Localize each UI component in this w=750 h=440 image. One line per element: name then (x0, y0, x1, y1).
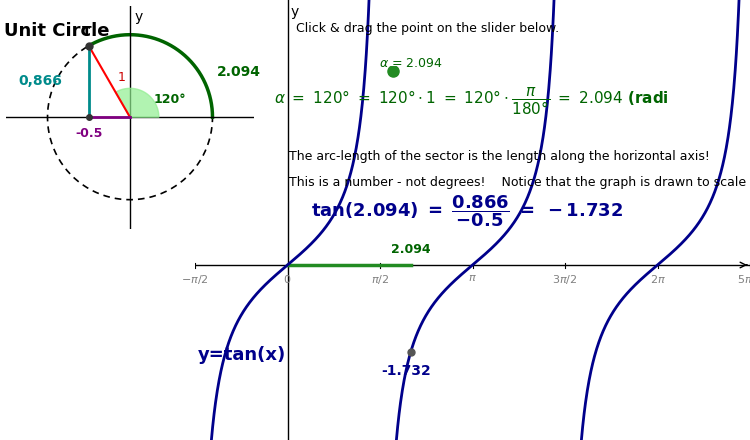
Text: 120°: 120° (153, 93, 186, 106)
Text: Unit Circle: Unit Circle (4, 22, 109, 40)
Text: y: y (290, 5, 298, 19)
Text: y: y (134, 10, 142, 24)
Text: 2.094: 2.094 (391, 243, 430, 256)
Text: 0,866: 0,866 (19, 74, 62, 88)
Text: $\mathbf{tan(2.094)\ =\ \dfrac{0.866}{-0.5}\ =\ -1.732}$: $\mathbf{tan(2.094)\ =\ \dfrac{0.866}{-0… (311, 193, 623, 229)
Text: Click & drag the point on the slider below.: Click & drag the point on the slider bel… (296, 22, 560, 35)
Polygon shape (116, 88, 159, 117)
Text: $0$: $0$ (284, 272, 292, 285)
Text: 2.094: 2.094 (217, 65, 261, 79)
Text: -1.732: -1.732 (381, 364, 431, 378)
Text: $\pi$: $\pi$ (468, 272, 477, 282)
Text: y=tan(x): y=tan(x) (198, 346, 286, 364)
Text: This is a number - not degrees!    Notice that the graph is drawn to scale 1: This is a number - not degrees! Notice t… (289, 176, 750, 189)
Text: -0.5: -0.5 (75, 127, 103, 140)
Text: $-\pi / 2$: $-\pi / 2$ (182, 272, 209, 286)
Text: $\pi / 2$: $\pi / 2$ (371, 272, 389, 286)
Text: T: T (82, 25, 92, 39)
Text: 1: 1 (118, 71, 126, 84)
Text: $2\pi$: $2\pi$ (650, 272, 665, 285)
Text: $\alpha$ = 2.094: $\alpha$ = 2.094 (379, 57, 442, 70)
Text: $\alpha\ =\ 120°\ =\ 120°\cdot 1\ =\ 120°\cdot\dfrac{\pi}{180°}\ =\ 2.094\ \math: $\alpha\ =\ 120°\ =\ 120°\cdot 1\ =\ 120… (274, 86, 668, 117)
Text: The arc-length of the sector is the length along the horizontal axis!: The arc-length of the sector is the leng… (289, 150, 710, 163)
Text: $3\pi / 2$: $3\pi / 2$ (553, 272, 578, 286)
Text: $5\pi / 2$: $5\pi / 2$ (737, 272, 750, 286)
